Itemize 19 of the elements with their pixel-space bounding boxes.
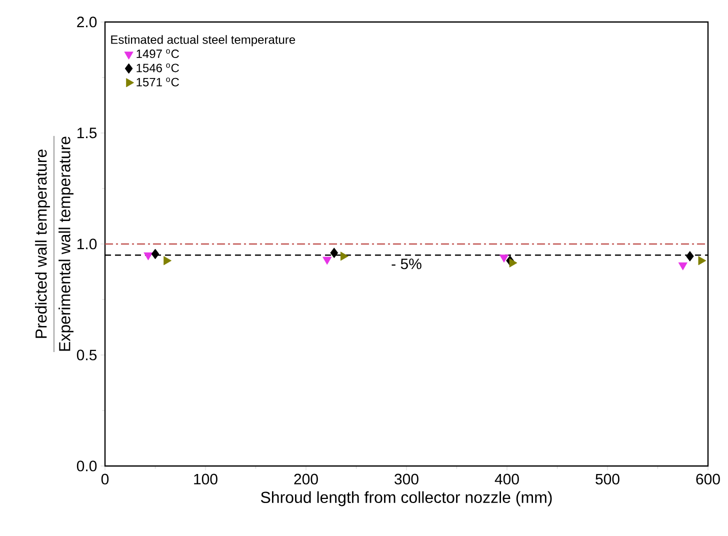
y-tick-label: 2.0	[77, 16, 97, 28]
x-axis-title: Shroud length from collector nozzle (mm)	[260, 491, 552, 506]
y-axis-title: $\frac{\mbox{Predicted wall temperature}}{\mbox{Experimental wall temperature}}$	[35, 136, 74, 352]
x-tick-label: 500	[596, 474, 620, 484]
y-tick-label: 1.0	[77, 238, 97, 250]
x-tick-label: 300	[394, 474, 418, 484]
legend-label: 1546 $^{o}$C	[136, 63, 179, 72]
x-tick-label: 200	[294, 474, 318, 484]
x-tick-label: 400	[494, 474, 519, 484]
legend-label: 1571 $^{o}$C	[136, 78, 179, 86]
x-tick-label: 600	[696, 474, 720, 484]
x-tick-label: 100	[194, 474, 218, 484]
y-tick-label: 0.5	[76, 350, 97, 360]
legend-title: Estimated actual steel temperature	[111, 35, 296, 46]
annotation: - 5%	[392, 258, 422, 270]
legend-label: 1497 $^{o}$C	[136, 49, 179, 58]
x-tick-label: 0	[101, 474, 109, 484]
y-tick-label: 0.0	[76, 460, 97, 472]
y-tick-label: 1.5	[77, 128, 97, 138]
